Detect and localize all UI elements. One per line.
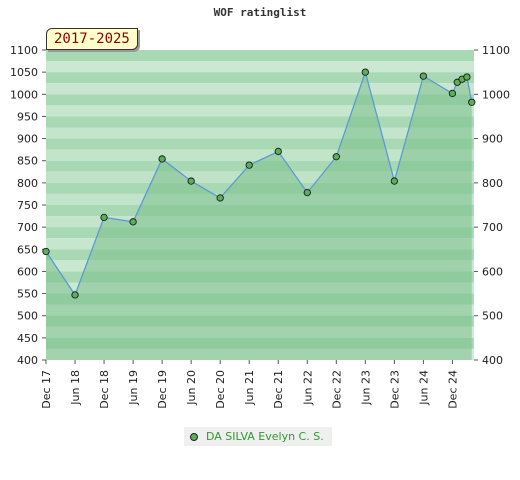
grid-band xyxy=(46,72,474,84)
right-y-tick-label: 500 xyxy=(482,310,503,323)
x-tick-label: Jun 19 xyxy=(127,370,140,406)
y-tick-label: 1100 xyxy=(10,44,38,57)
y-tick-label: 550 xyxy=(17,288,38,301)
data-point xyxy=(361,68,369,76)
x-tick-label: Jun 18 xyxy=(69,370,82,406)
x-tick-label: Dec 21 xyxy=(272,370,285,409)
x-tick-label: Jun 24 xyxy=(417,370,430,406)
grid-band xyxy=(46,127,474,139)
data-point xyxy=(129,218,137,226)
y-tick-label: 700 xyxy=(17,221,38,234)
grid-band xyxy=(46,61,474,73)
data-point xyxy=(71,291,79,299)
grid-band xyxy=(46,138,474,150)
y-tick-label: 500 xyxy=(17,310,38,323)
x-tick-label: Dec 24 xyxy=(446,370,459,409)
y-tick-label: 450 xyxy=(17,332,38,345)
y-tick-label: 850 xyxy=(17,155,38,168)
legend-marker-icon xyxy=(190,432,198,441)
x-tick-label: Dec 23 xyxy=(388,370,401,409)
y-tick-label: 900 xyxy=(17,133,38,146)
data-point xyxy=(463,73,471,81)
y-tick-label: 950 xyxy=(17,110,38,123)
y-tick-label: 800 xyxy=(17,177,38,190)
x-tick-label: Dec 18 xyxy=(98,370,111,409)
legend-label: DA SILVA Evelyn C. S. xyxy=(206,430,324,443)
grid-band xyxy=(46,94,474,106)
x-tick-label: Jun 21 xyxy=(243,370,256,406)
data-point xyxy=(390,177,399,185)
right-y-tick-label: 1000 xyxy=(482,88,510,101)
x-tick-label: Dec 20 xyxy=(214,370,227,409)
x-tick-label: Jun 20 xyxy=(185,370,198,406)
y-tick-label: 1050 xyxy=(10,66,38,79)
y-tick-label: 400 xyxy=(17,354,38,367)
right-y-tick-label: 800 xyxy=(482,177,503,190)
legend[interactable]: DA SILVA Evelyn C. S. xyxy=(184,427,332,446)
grid-band xyxy=(46,116,474,128)
data-point xyxy=(245,161,253,169)
grid-band xyxy=(46,149,474,161)
data-point xyxy=(468,98,476,106)
series-area xyxy=(46,72,472,361)
chart-title: WOF ratinglist xyxy=(213,6,307,19)
grid-band xyxy=(46,83,474,95)
x-tick-label: Dec 22 xyxy=(330,370,343,409)
data-point xyxy=(187,177,195,185)
right-y-tick-label: 700 xyxy=(482,221,503,234)
right-y-tick-label: 1100 xyxy=(482,44,510,57)
y-tick-label: 1000 xyxy=(10,88,38,101)
x-tick-label: Jun 23 xyxy=(359,370,372,406)
data-point xyxy=(158,155,166,163)
y-tick-label: 750 xyxy=(17,199,38,212)
data-point xyxy=(419,72,428,80)
data-point xyxy=(448,89,457,98)
x-tick-label: Jun 22 xyxy=(301,370,314,406)
right-y-tick-label: 600 xyxy=(482,265,503,278)
data-point xyxy=(42,247,50,256)
y-tick-label: 650 xyxy=(17,243,38,256)
data-point xyxy=(100,213,108,222)
x-tick-label: Dec 19 xyxy=(156,370,169,409)
data-point xyxy=(216,194,224,202)
data-point xyxy=(332,153,340,161)
data-point xyxy=(303,188,311,197)
right-y-tick-label: 400 xyxy=(482,354,503,367)
x-tick-label: Dec 17 xyxy=(40,370,53,409)
grid-band xyxy=(46,50,474,62)
data-point xyxy=(274,147,282,156)
y-tick-label: 600 xyxy=(17,265,38,278)
right-y-tick-label: 900 xyxy=(482,133,503,146)
grid-band xyxy=(46,105,474,117)
date-range-badge: 2017-2025 xyxy=(46,28,138,50)
